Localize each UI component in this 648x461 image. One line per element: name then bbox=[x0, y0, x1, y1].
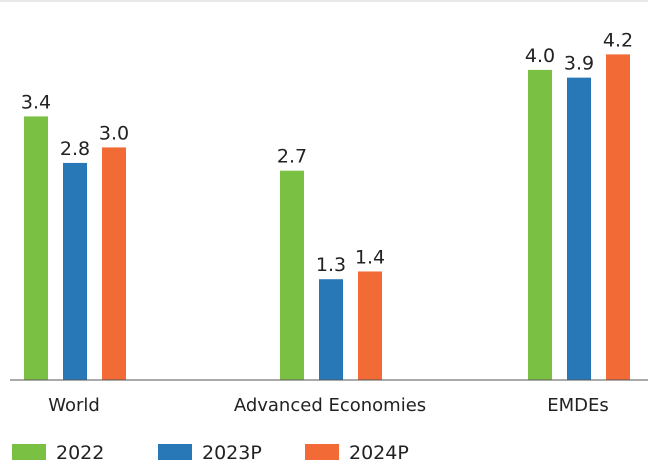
legend: 2022 2023P 2024P bbox=[12, 442, 409, 461]
category-label-world: World bbox=[48, 395, 100, 416]
legend-swatch-2024p bbox=[305, 444, 339, 460]
value-label-emdes-2022: 4.0 bbox=[525, 45, 555, 67]
category-label-emdes: EMDEs bbox=[547, 395, 609, 416]
legend-label-2024p: 2024P bbox=[349, 442, 409, 461]
value-label-emdes-2024p: 4.2 bbox=[603, 29, 633, 51]
bar-emdes-2022 bbox=[528, 69, 552, 381]
value-label-world-2024p: 3.0 bbox=[99, 122, 129, 144]
value-label-world-2022: 3.4 bbox=[21, 91, 51, 113]
value-label-advanced-economies-2022: 2.7 bbox=[277, 146, 307, 168]
value-label-world-2023p: 2.8 bbox=[60, 138, 90, 160]
category-label-advanced-economies: Advanced Economies bbox=[234, 395, 426, 416]
value-labels-group: 3.4 2.8 3.0 2.7 1.3 1.4 4.0 3.9 4.2 bbox=[21, 29, 633, 276]
bar-advanced-economies-2022 bbox=[280, 170, 304, 380]
legend-swatch-2023p bbox=[158, 444, 192, 460]
value-label-advanced-economies-2023p: 1.3 bbox=[316, 254, 346, 276]
bar-world-2024p bbox=[102, 147, 126, 380]
category-labels-group: World Advanced Economies EMDEs bbox=[48, 395, 609, 416]
value-label-advanced-economies-2024p: 1.4 bbox=[355, 246, 385, 268]
bar-emdes-2024p bbox=[606, 54, 630, 381]
legend-swatch-2022 bbox=[12, 444, 46, 460]
bar-advanced-economies-2024p bbox=[358, 271, 382, 380]
bar-emdes-2023p bbox=[567, 77, 591, 381]
value-label-emdes-2023p: 3.9 bbox=[564, 53, 594, 75]
bars-group bbox=[24, 54, 630, 381]
bar-world-2023p bbox=[63, 162, 87, 380]
legend-label-2022: 2022 bbox=[56, 442, 104, 461]
legend-label-2023p: 2023P bbox=[202, 442, 262, 461]
bar-world-2022 bbox=[24, 116, 48, 381]
bar-advanced-economies-2023p bbox=[319, 279, 343, 380]
